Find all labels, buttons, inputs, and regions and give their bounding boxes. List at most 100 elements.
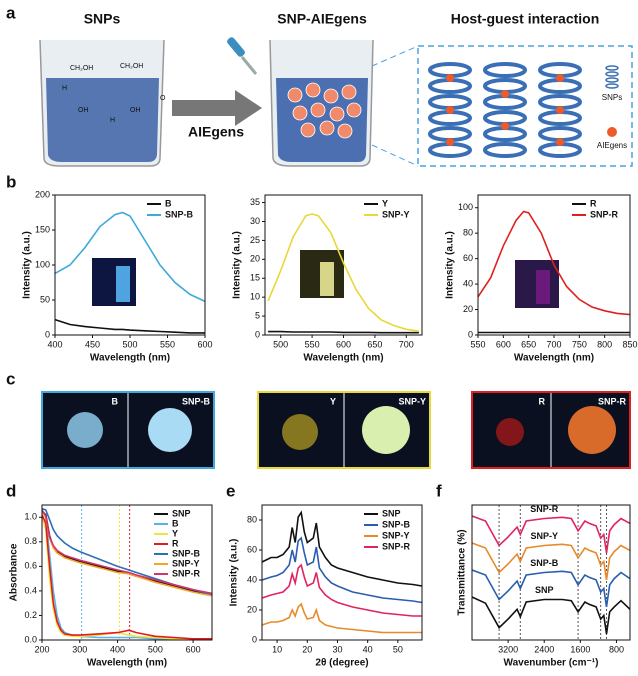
legend-label: Y xyxy=(172,528,178,538)
legend-label: SNP xyxy=(172,508,191,518)
y-tick-label: 1.0 xyxy=(24,512,37,522)
panel-a: SNPs SNP-AIEgens Host-guest interaction … xyxy=(40,11,632,166)
y-tick-label: 40 xyxy=(247,574,257,584)
photo-label: SNP-R xyxy=(598,396,627,406)
legend-label: R xyxy=(172,538,179,548)
legend-label: B xyxy=(172,518,179,528)
chem-label: CH₂OH xyxy=(70,65,93,72)
y-tick-label: 25 xyxy=(250,235,260,245)
y-tick-label: 20 xyxy=(463,304,473,314)
legend-label: B xyxy=(165,198,172,208)
x-tick-label: 1600 xyxy=(570,644,590,654)
x-tick-label: 40 xyxy=(363,644,373,654)
legend-label: R xyxy=(590,198,597,208)
y-tick-label: 0 xyxy=(468,329,473,339)
x-tick-label: 400 xyxy=(110,644,125,654)
y-tick-label: 35 xyxy=(250,197,260,207)
y-tick-label: 10 xyxy=(250,292,260,302)
y-tick-label: 100 xyxy=(458,202,473,212)
x-tick-label: 450 xyxy=(85,339,100,349)
x-tick-label: 500 xyxy=(273,339,288,349)
x-tick-label: 20 xyxy=(302,644,312,654)
x-tick-label: 400 xyxy=(47,339,62,349)
panel-label: f xyxy=(436,481,442,500)
y-tick-label: 50 xyxy=(40,294,50,304)
y-tick-label: 80 xyxy=(463,228,473,238)
chem-label: H xyxy=(110,117,115,124)
legend-label: SNPs xyxy=(602,93,622,102)
y-tick-label: 20 xyxy=(247,604,257,614)
series-line xyxy=(262,604,422,633)
legend-label: SNP xyxy=(535,585,554,595)
legend-label: SNP-B xyxy=(172,548,201,558)
x-tick-label: 50 xyxy=(393,644,403,654)
panel-title: Host-guest interaction xyxy=(451,11,600,27)
panel-label: b xyxy=(6,172,16,191)
y-tick-label: 20 xyxy=(250,254,260,264)
y-axis-label: Absorbance xyxy=(9,543,20,601)
y-tick-label: 150 xyxy=(35,224,50,234)
legend-label: SNP-Y xyxy=(530,531,558,541)
panel-title: SNP-AIEgens xyxy=(277,11,367,27)
x-tick-label: 200 xyxy=(34,644,49,654)
x-tick-label: 800 xyxy=(609,644,624,654)
y-tick-label: 200 xyxy=(35,189,50,199)
y-axis-label: Intensity (a.u.) xyxy=(229,539,240,607)
x-tick-label: 550 xyxy=(470,339,485,349)
legend-label: SNP-R xyxy=(172,568,201,578)
y-tick-label: 0 xyxy=(255,329,260,339)
photo-label: Y xyxy=(330,396,336,406)
chem-label: OH xyxy=(78,107,89,114)
y-tick-label: 0.0 xyxy=(24,634,37,644)
photo-label: SNP-B xyxy=(182,396,211,406)
y-tick-label: 15 xyxy=(250,273,260,283)
legend-label: SNP-B xyxy=(530,558,559,568)
legend-label: SNP-R xyxy=(382,541,411,551)
y-tick-label: 0 xyxy=(252,634,257,644)
snp-icon xyxy=(606,66,618,88)
x-tick-label: 3200 xyxy=(498,644,518,654)
y-tick-label: 0.8 xyxy=(24,536,37,546)
x-tick-label: 300 xyxy=(72,644,87,654)
powder xyxy=(496,418,524,446)
arrow xyxy=(172,90,262,126)
x-tick-label: 2400 xyxy=(534,644,554,654)
powder xyxy=(282,414,318,450)
inset-photo xyxy=(320,262,334,296)
panel-c: B SNP-B Y SNP-Y R SNP-R xyxy=(42,392,630,468)
x-tick-label: 600 xyxy=(336,339,351,349)
chem-label: H xyxy=(62,85,67,92)
powder xyxy=(568,406,616,454)
x-tick-label: 700 xyxy=(399,339,414,349)
y-tick-label: 60 xyxy=(247,544,257,554)
powder xyxy=(148,408,192,452)
y-tick-label: 0.4 xyxy=(24,585,37,595)
zoom-line xyxy=(372,145,418,166)
x-axis-label: 2θ (degree) xyxy=(315,658,368,669)
panel-label: c xyxy=(6,369,15,388)
inset-photo xyxy=(536,270,550,304)
legend-label: SNP-Y xyxy=(172,558,200,568)
x-axis-label: Wavelength (nm) xyxy=(514,353,594,364)
arrow-label: AIEgens xyxy=(188,124,244,140)
y-tick-label: 100 xyxy=(35,259,50,269)
photo-label: R xyxy=(539,396,546,406)
inset-photo xyxy=(116,266,130,302)
powder xyxy=(67,412,103,448)
y-tick-label: 0.2 xyxy=(24,610,37,620)
photo-label: B xyxy=(112,396,119,406)
x-tick-label: 550 xyxy=(305,339,320,349)
x-axis-label: Wavelength (nm) xyxy=(87,658,167,669)
legend-label: SNP-R xyxy=(590,209,619,219)
legend-label: AIEgens xyxy=(597,141,627,150)
y-tick-label: 0 xyxy=(45,329,50,339)
legend-label: SNP-R xyxy=(530,504,559,514)
figure: SNPs SNP-AIEgens Host-guest interaction … xyxy=(0,0,638,676)
y-tick-label: 0.6 xyxy=(24,561,37,571)
chem-label: OH xyxy=(130,107,141,114)
x-tick-label: 650 xyxy=(521,339,536,349)
legend-label: SNP-B xyxy=(165,209,194,219)
zoom-line xyxy=(372,46,418,66)
x-tick-label: 600 xyxy=(197,339,212,349)
x-axis-label: Wavelength (nm) xyxy=(90,353,170,364)
